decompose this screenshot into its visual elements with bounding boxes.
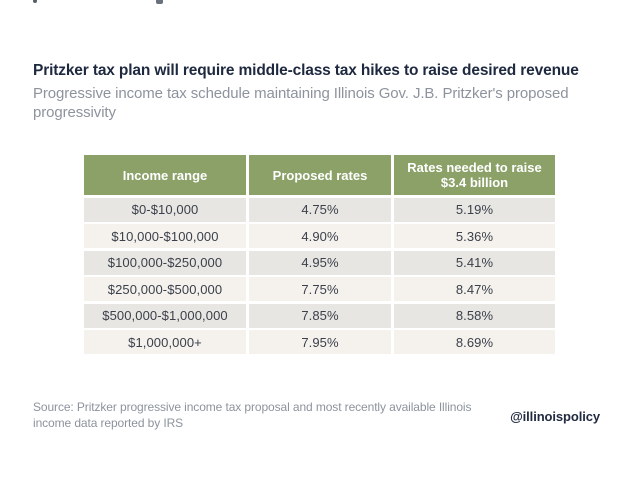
column-header-rates-needed: Rates needed to raise $3.4 billion: [394, 155, 555, 195]
table-cell-income-range: $500,000-$1,000,000: [84, 303, 246, 328]
headline-block: Pritzker tax plan will require middle-cl…: [33, 61, 608, 122]
table-cell-needed-rate: 8.47%: [394, 277, 555, 301]
social-handle: @illinoispolicy: [510, 409, 600, 424]
page-subtitle: Progressive income tax schedule maintain…: [33, 85, 569, 121]
table-cell-needed-rate: 5.36%: [394, 224, 555, 248]
table-cell-needed-rate: 5.41%: [394, 250, 555, 275]
tax-rate-table: Income range Proposed rates Rates needed…: [84, 155, 555, 354]
table-cell-income-range: $1,000,000+: [84, 330, 246, 354]
table-cell-proposed-rate: 7.95%: [249, 330, 391, 354]
page-title: Pritzker tax plan will require middle-cl…: [33, 62, 579, 79]
table-cell-needed-rate: 8.69%: [394, 330, 555, 354]
source-note: Source: Pritzker progressive income tax …: [33, 400, 472, 430]
table-cell-proposed-rate: 4.95%: [249, 250, 391, 275]
table-cell-income-range: $10,000-$100,000: [84, 224, 246, 248]
table-cell-proposed-rate: 7.85%: [249, 303, 391, 328]
table-cell-income-range: $250,000-$500,000: [84, 277, 246, 301]
column-header-income-range: Income range: [84, 155, 246, 195]
column-header-proposed-rates: Proposed rates: [249, 155, 391, 195]
table-cell-income-range: $100,000-$250,000: [84, 250, 246, 275]
cropped-text-fragment: [33, 0, 37, 3]
table-cell-proposed-rate: 7.75%: [249, 277, 391, 301]
cropped-text-fragment: [156, 0, 163, 4]
table-cell-proposed-rate: 4.90%: [249, 224, 391, 248]
table-cell-needed-rate: 5.19%: [394, 197, 555, 222]
table-cell-proposed-rate: 4.75%: [249, 197, 391, 222]
table-cell-needed-rate: 8.58%: [394, 303, 555, 328]
table-cell-income-range: $0-$10,000: [84, 197, 246, 222]
